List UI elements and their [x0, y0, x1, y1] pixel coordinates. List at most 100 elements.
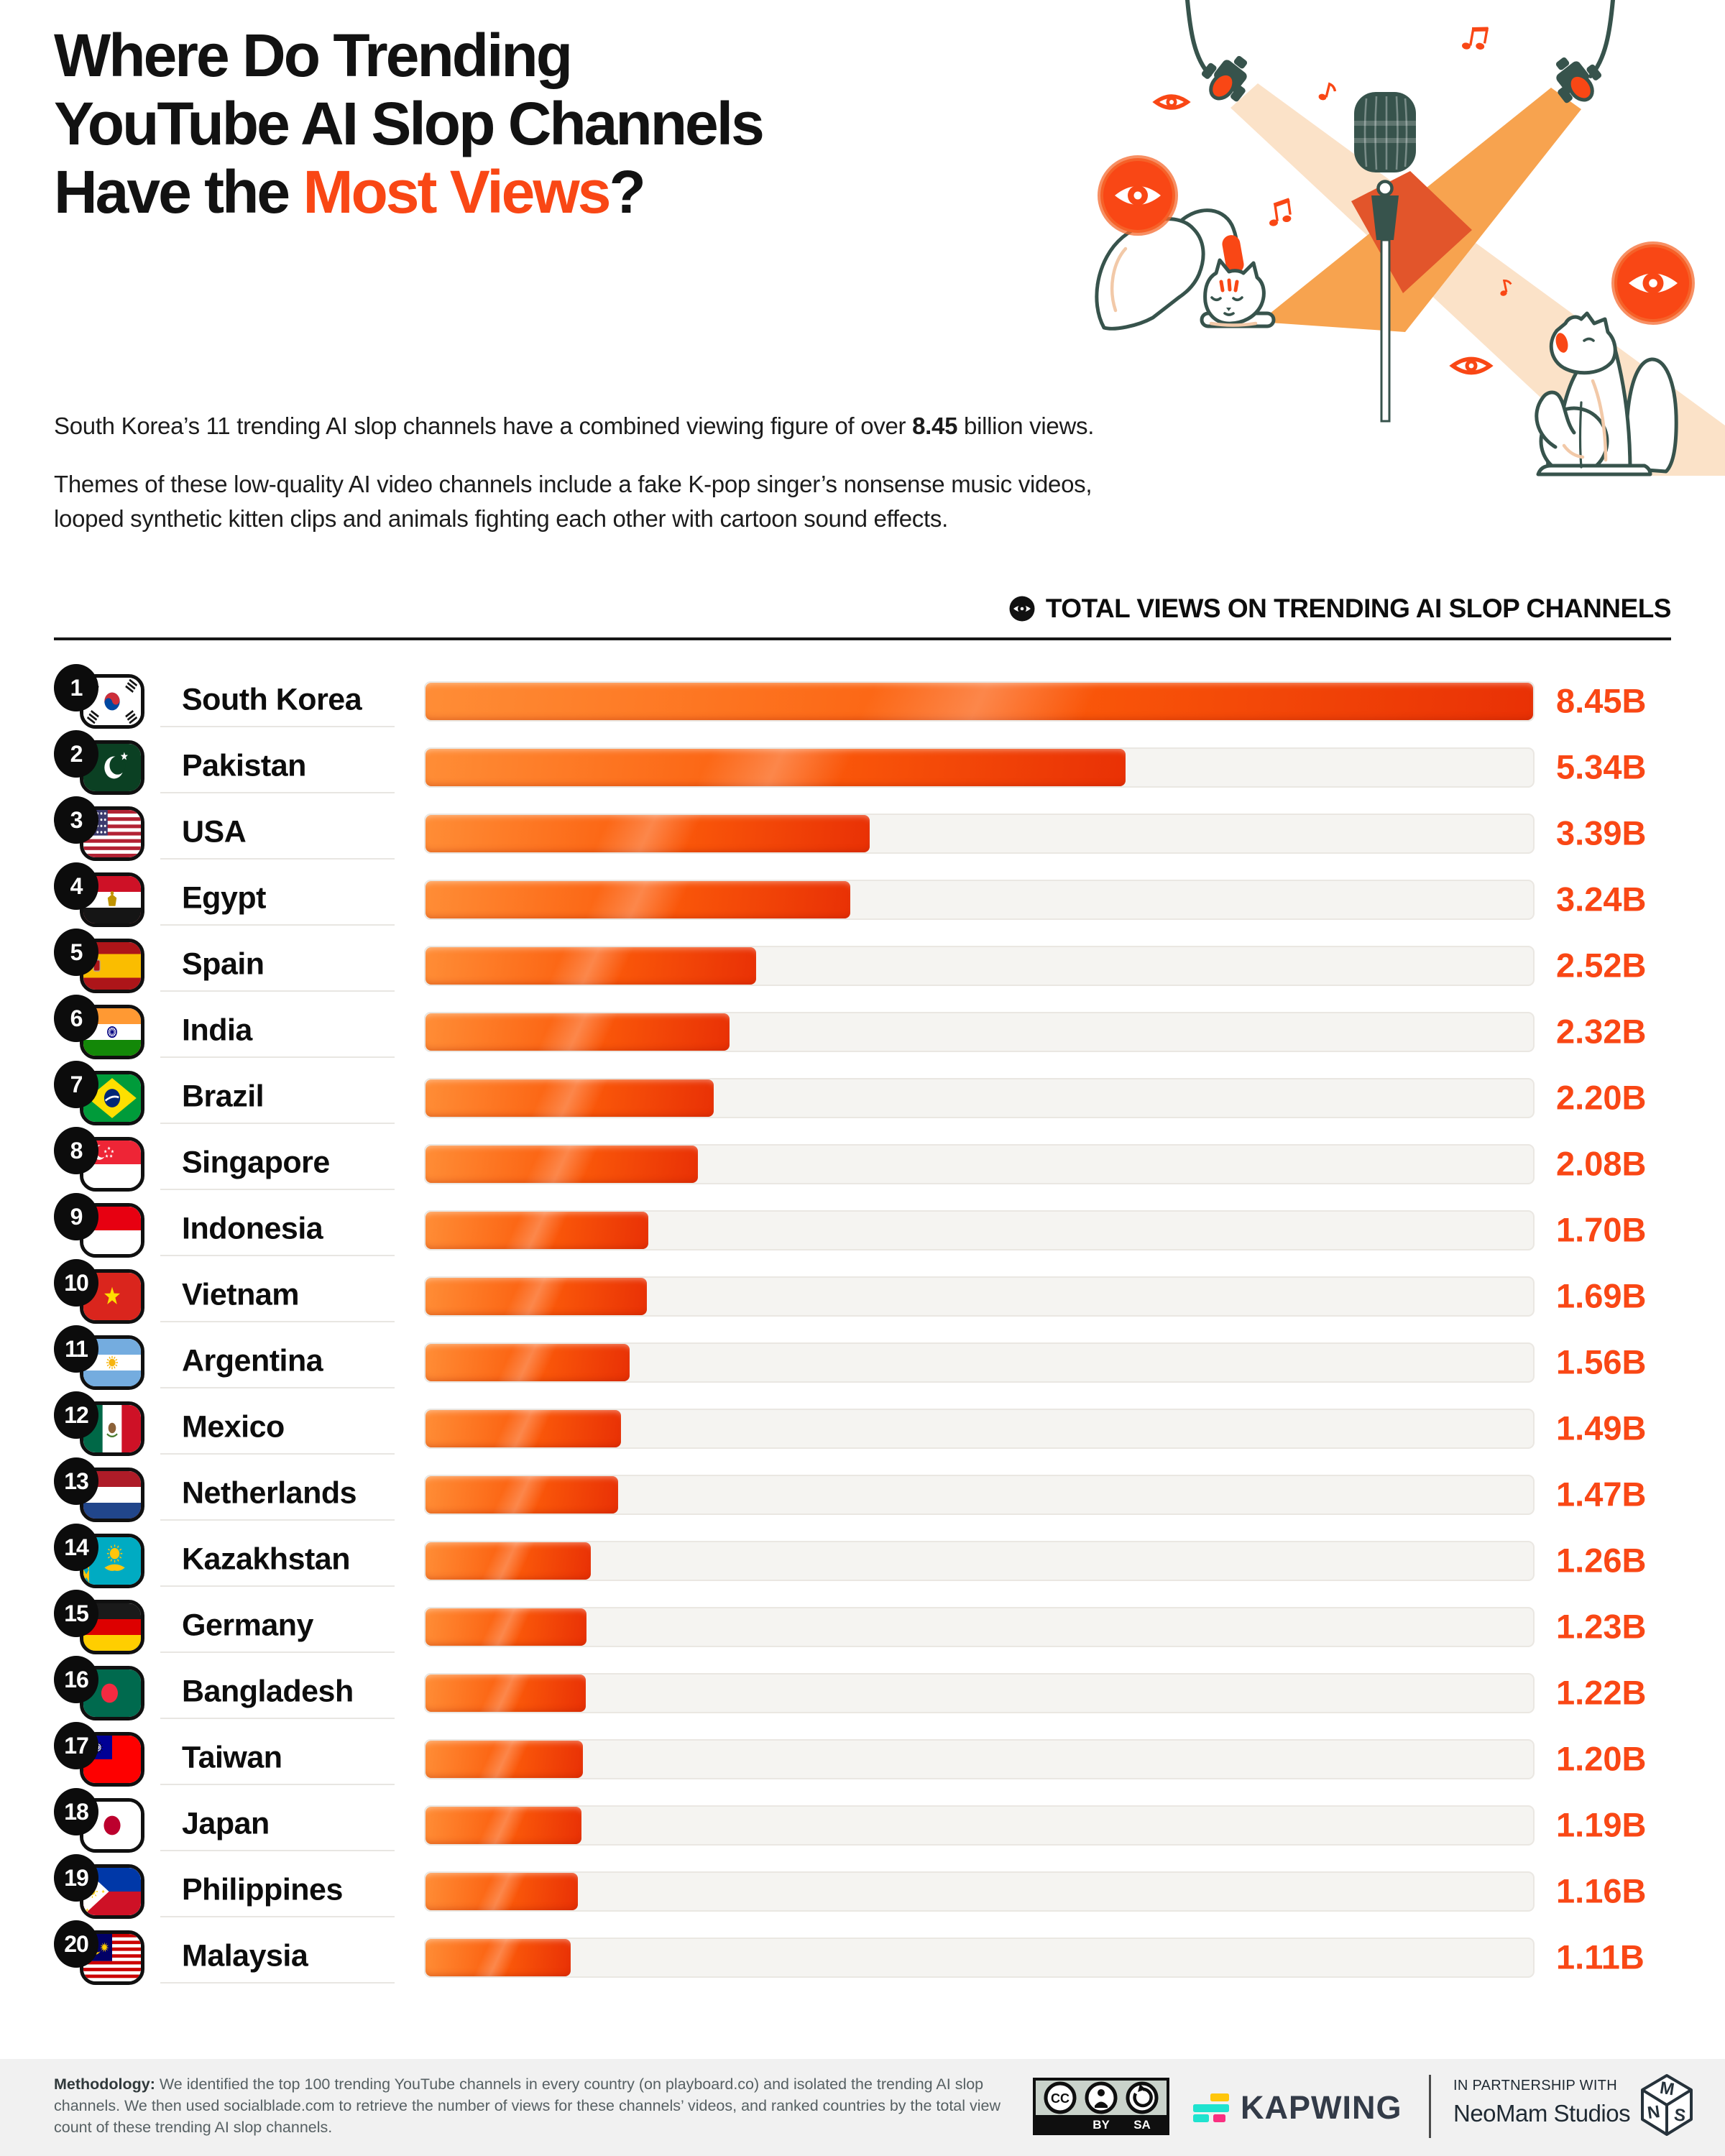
bar-fill	[426, 1013, 730, 1051]
partnership-name: NeoMam Studios	[1453, 2100, 1631, 2127]
country-name: Japan	[182, 1806, 270, 1841]
rank-number: 18	[64, 1798, 89, 1825]
cube-letter-s: S	[1673, 2105, 1687, 2126]
bar-track	[424, 814, 1535, 854]
partnership-credit: IN PARTNERSHIP WITH NeoMam Studios	[1453, 2078, 1631, 2127]
row-underline	[160, 858, 395, 860]
bar-fill	[426, 881, 850, 918]
bar-fill	[426, 947, 756, 985]
value-label: 1.20B	[1556, 1739, 1647, 1778]
row-underline	[160, 1519, 395, 1521]
chart-divider-line	[54, 637, 1671, 640]
table-row: 11 Argentina 1.56B	[54, 1325, 1671, 1395]
intro-paragraph-1: South Korea’s 11 trending AI slop channe…	[54, 409, 1132, 443]
intro1-text: South Korea’s 11 trending AI slop channe…	[54, 413, 913, 439]
value-label: 1.56B	[1556, 1342, 1647, 1381]
bar-track	[424, 1342, 1535, 1383]
rank-badge: 3	[54, 796, 98, 844]
neomam-cube-logo: M N S	[1641, 2074, 1693, 2136]
value-label: 1.47B	[1556, 1475, 1647, 1514]
table-row: 5 Spain 2.52B	[54, 929, 1671, 998]
rank-badge: 12	[54, 1391, 98, 1439]
rank-badge: 11	[54, 1325, 98, 1373]
rank-number: 16	[64, 1666, 89, 1692]
rank-number: 15	[64, 1600, 89, 1626]
rank-badge: 6	[54, 995, 98, 1042]
bar-fill	[426, 749, 1126, 786]
title-line-1: Where Do Trending	[54, 22, 573, 89]
cc-sa-label: SA	[1133, 2118, 1151, 2132]
creative-commons-license-badge: CC BY SA	[1033, 2078, 1169, 2135]
rank-badge: 17	[54, 1722, 98, 1769]
bar-fill	[426, 1344, 630, 1381]
rank-number: 11	[65, 1335, 88, 1362]
partnership-label: IN PARTNERSHIP WITH	[1453, 2078, 1617, 2093]
rank-number: 9	[70, 1203, 83, 1230]
bar-track	[424, 1210, 1535, 1250]
title-line-3-prefix: Have the	[54, 158, 303, 226]
spotlight-right-icon	[1555, 57, 1602, 103]
rank-badge: 9	[54, 1193, 98, 1240]
row-underline	[160, 1850, 395, 1851]
methodology-label: Methodology:	[54, 2076, 155, 2093]
table-row: 13 Netherlands 1.47B	[54, 1457, 1671, 1527]
country-name: Philippines	[182, 1872, 343, 1907]
bar-fill	[426, 1674, 586, 1712]
bar-track	[424, 1078, 1535, 1118]
title-accent: Most Views	[303, 158, 612, 226]
country-name: Malaysia	[182, 1938, 308, 1973]
table-row: 1 South Korea 8.45B	[54, 664, 1671, 734]
rank-badge: 8	[54, 1127, 98, 1174]
bar-track	[424, 880, 1535, 920]
kapwing-logo-icon	[1193, 2093, 1229, 2122]
kapwing-logo: KAPWING	[1193, 2079, 1402, 2137]
rank-badge: 15	[54, 1590, 98, 1637]
page-title: Where Do Trending YouTube AI Slop Channel…	[54, 22, 765, 226]
title-line-2: YouTube AI Slop Channels	[54, 90, 765, 157]
rank-number: 13	[64, 1468, 89, 1494]
bar-track	[424, 1871, 1535, 1912]
bar-fill	[426, 1741, 583, 1778]
rank-number: 20	[64, 1930, 89, 1957]
cat-left-illustration	[1095, 208, 1276, 331]
footer-divider	[1429, 2075, 1431, 2138]
row-underline	[160, 924, 395, 926]
value-label: 2.08B	[1556, 1144, 1647, 1183]
rank-number: 17	[64, 1732, 89, 1759]
eye-outline-icon-left	[1152, 94, 1191, 110]
value-label: 1.19B	[1556, 1805, 1647, 1844]
value-label: 2.20B	[1556, 1078, 1647, 1117]
value-label: 1.70B	[1556, 1210, 1647, 1249]
value-label: 8.45B	[1556, 681, 1647, 720]
row-underline	[160, 1387, 395, 1388]
row-underline	[160, 1189, 395, 1190]
bar-track	[424, 1607, 1535, 1647]
cat-right-illustration	[1535, 311, 1678, 476]
spotlight-wire-left	[1185, 0, 1212, 77]
eye-badge-icon-left	[1098, 155, 1178, 236]
table-row: 2 Pakistan 5.34B	[54, 730, 1671, 800]
value-label: 1.16B	[1556, 1871, 1647, 1910]
title-question-mark: ?	[609, 158, 645, 226]
country-name: Brazil	[182, 1079, 264, 1114]
bar-track	[424, 1805, 1535, 1846]
bar-track	[424, 681, 1535, 722]
table-row: 6 India 2.32B	[54, 995, 1671, 1064]
rank-number: 19	[64, 1864, 89, 1891]
intro1-suffix: billion views.	[957, 413, 1095, 439]
rank-badge: 10	[54, 1259, 98, 1307]
table-row: 12 Mexico 1.49B	[54, 1391, 1671, 1461]
row-underline	[160, 726, 395, 727]
country-name: Vietnam	[182, 1277, 300, 1312]
rank-badge: 7	[54, 1061, 98, 1108]
country-name: Pakistan	[182, 748, 306, 783]
country-name: USA	[182, 814, 247, 849]
value-label: 1.26B	[1556, 1541, 1647, 1580]
country-name: Argentina	[182, 1343, 323, 1378]
kapwing-wordmark: KAPWING	[1241, 2089, 1402, 2126]
methodology-note: Methodology: We identified the top 100 t…	[54, 2073, 1021, 2138]
spotlight-wire-right	[1588, 0, 1615, 78]
country-name: Germany	[182, 1608, 313, 1643]
rank-badge: 1	[54, 664, 98, 711]
cube-letter-n: N	[1646, 2102, 1661, 2123]
